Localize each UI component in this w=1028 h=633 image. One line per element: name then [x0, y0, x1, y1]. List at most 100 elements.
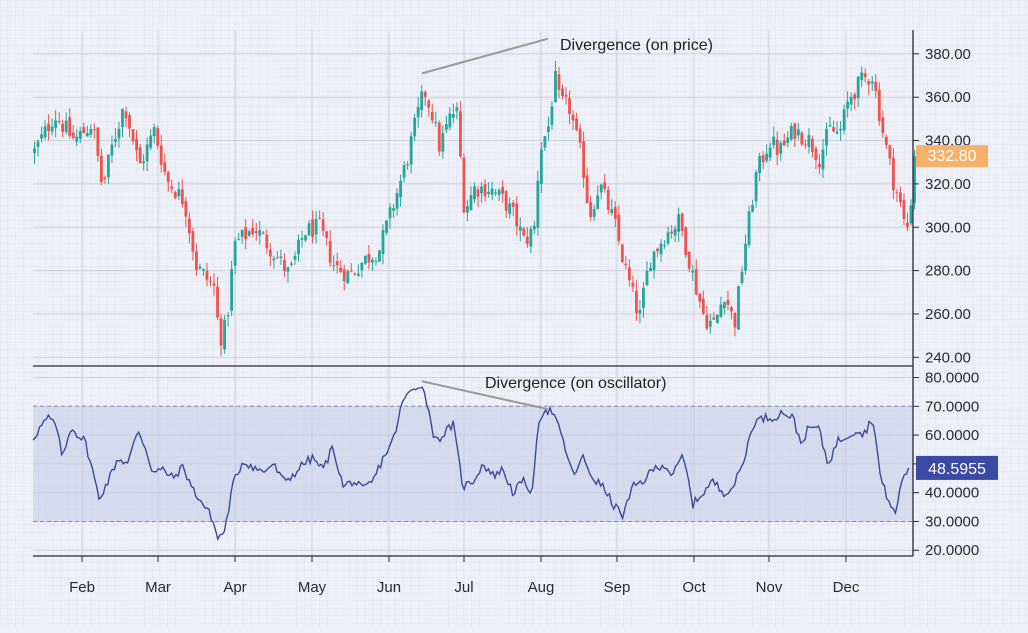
- candle-body: [406, 164, 410, 166]
- month-label: Feb: [69, 579, 95, 596]
- candle-body: [754, 172, 758, 202]
- candle-body: [582, 141, 586, 179]
- osc-tick-label: 20.0000: [925, 542, 979, 559]
- candle-body: [694, 269, 698, 295]
- candle-body: [726, 300, 730, 305]
- candle-body: [423, 91, 427, 97]
- candle-body: [286, 267, 290, 272]
- candle-body: [328, 240, 332, 263]
- candle-body: [212, 283, 216, 286]
- divergence-price-label: Divergence (on price): [560, 37, 713, 54]
- candle-body: [825, 128, 828, 146]
- candle-body: [131, 129, 135, 142]
- candle-body: [501, 186, 505, 194]
- candle-body: [849, 96, 853, 105]
- candle-body: [318, 217, 322, 219]
- candle-body: [800, 132, 804, 145]
- candle-body: [219, 318, 223, 346]
- candle-body: [448, 113, 452, 128]
- candle-body: [715, 314, 719, 323]
- candle-body: [177, 189, 181, 197]
- candle-body: [466, 206, 469, 213]
- month-label: Apr: [223, 579, 246, 596]
- candle-body: [708, 320, 712, 327]
- candle-body: [518, 226, 522, 231]
- candle-body: [205, 270, 209, 280]
- candle-body: [899, 192, 902, 203]
- candle-body: [613, 207, 617, 219]
- candle-body: [198, 266, 202, 269]
- candle-body: [568, 98, 571, 114]
- candle-body: [159, 145, 163, 166]
- candle-body: [828, 125, 832, 127]
- candle-body: [36, 141, 40, 147]
- candle-body: [737, 286, 740, 330]
- candle-body: [43, 126, 47, 138]
- candle-body: [332, 265, 336, 267]
- candle-body: [395, 193, 399, 209]
- axes: 380.00360.00340.00320.00300.00280.00260.…: [33, 30, 998, 596]
- candle-body: [240, 229, 244, 237]
- candle-body: [740, 271, 744, 283]
- candle-body: [311, 219, 314, 238]
- candle-body: [173, 192, 177, 199]
- candle-body: [649, 267, 652, 272]
- candle-body: [244, 227, 248, 240]
- price-tick-label: 320.00: [925, 176, 971, 193]
- candle-body: [71, 132, 75, 139]
- candle-body: [339, 267, 343, 273]
- candle-body: [786, 137, 790, 143]
- candle-body: [300, 238, 304, 240]
- candle-body: [469, 195, 473, 211]
- osc-tick-label: 70.0000: [925, 398, 979, 415]
- candle-body: [356, 273, 360, 276]
- candle-body: [473, 186, 476, 200]
- candle-body: [846, 101, 850, 109]
- candle-body: [163, 162, 167, 172]
- candle-body: [371, 259, 374, 263]
- candle-body: [592, 209, 596, 217]
- candle-body: [701, 298, 705, 314]
- candle-body: [135, 138, 138, 151]
- candle-body: [75, 136, 79, 142]
- month-label: Sep: [604, 579, 631, 596]
- candle-body: [138, 147, 142, 164]
- price-tick-label: 380.00: [925, 46, 971, 63]
- candle-body: [870, 81, 874, 84]
- candle-body: [297, 239, 300, 255]
- candle-body: [589, 202, 593, 218]
- candle-body: [821, 149, 825, 170]
- month-label: Aug: [528, 579, 555, 596]
- candle-body: [856, 76, 860, 99]
- divergence-price-line: [421, 37, 549, 75]
- candle-body: [842, 109, 846, 131]
- candle-body: [578, 128, 582, 143]
- candle-body: [57, 120, 61, 123]
- candle-body: [906, 222, 909, 228]
- candle-body: [444, 123, 448, 130]
- candle-body: [325, 231, 329, 238]
- month-label: Mar: [145, 579, 171, 596]
- candle-body: [656, 248, 659, 252]
- candle-body: [684, 227, 688, 255]
- candle-body: [99, 155, 103, 182]
- candle-body: [40, 134, 43, 139]
- candle-body: [610, 209, 614, 214]
- candle-body: [575, 118, 578, 130]
- candle-body: [293, 255, 297, 260]
- candle-body: [673, 228, 677, 236]
- candle-body: [747, 211, 751, 245]
- candle-body: [529, 228, 533, 247]
- candle-body: [599, 184, 603, 193]
- candle-body: [811, 138, 814, 152]
- candle-body: [867, 81, 871, 85]
- candle-body: [480, 186, 483, 194]
- candle-body: [550, 106, 554, 125]
- candle-body: [814, 148, 818, 161]
- candle-body: [620, 244, 624, 263]
- candle-body: [803, 144, 807, 146]
- candle-body: [627, 267, 631, 281]
- candle-body: [399, 180, 402, 198]
- candle-body: [50, 126, 54, 132]
